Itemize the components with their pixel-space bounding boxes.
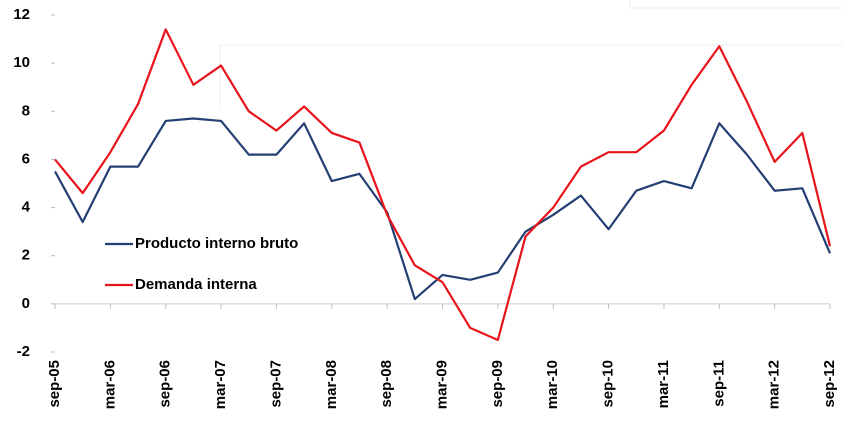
y-tick-label: 2 (22, 247, 30, 264)
y-tick-label: 8 (22, 102, 30, 119)
series-line (54, 117, 832, 301)
y-tick-label: 4 (22, 199, 31, 216)
y-tick-label: 0 (22, 295, 30, 312)
y-tick-label: 10 (13, 54, 30, 71)
y-tick-label: -2 (17, 343, 30, 360)
x-tick-label: mar-07 (212, 360, 229, 409)
x-tick-label: sep-08 (378, 360, 395, 408)
x-tick-label: sep-11 (710, 360, 727, 407)
x-tick-label: mar-12 (766, 360, 783, 409)
x-tick-label: sep-10 (600, 360, 617, 408)
x-tick-label: sep-12 (821, 360, 838, 408)
series-line (54, 28, 832, 342)
x-tick-label: mar-06 (101, 360, 118, 409)
y-tick-label: 6 (22, 150, 30, 167)
legend-label: Demanda interna (135, 276, 257, 293)
x-tick-label: sep-09 (489, 360, 506, 408)
legend-label: Producto interno bruto (135, 235, 298, 252)
x-tick-label: sep-06 (157, 360, 174, 408)
x-tick-label: mar-11 (655, 360, 672, 408)
background-frames (219, 0, 843, 110)
y-tick-label: 12 (13, 6, 30, 23)
x-tick-label: mar-08 (323, 360, 340, 409)
x-tick-label: sep-07 (267, 360, 284, 408)
x-tick-label: sep-05 (46, 360, 63, 408)
x-tick-label: mar-09 (433, 360, 450, 409)
x-tick-label: mar-10 (544, 360, 561, 409)
